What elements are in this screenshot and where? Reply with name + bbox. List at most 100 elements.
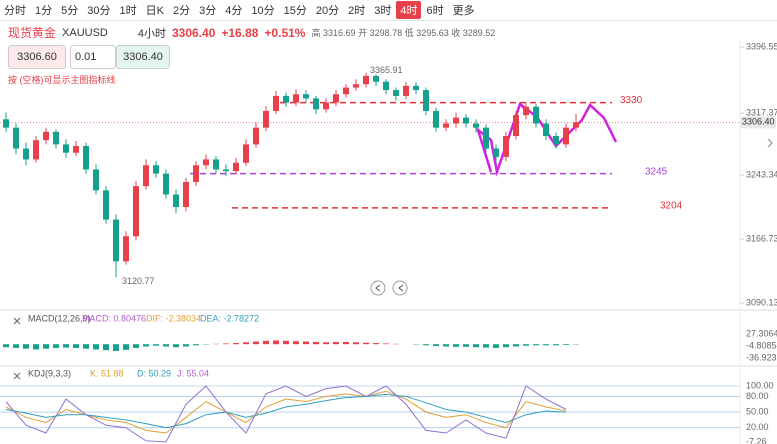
timeframe[interactable]: 1时: [119, 5, 137, 17]
macd-bar: [383, 343, 389, 345]
macd-bar: [243, 342, 249, 345]
current-price-label: 3306.40: [742, 117, 775, 127]
change: +16.88: [221, 25, 259, 40]
level-label: 3204: [660, 201, 683, 212]
timeframe[interactable]: 更多: [452, 5, 475, 17]
candle-body: [313, 98, 319, 110]
macd-bar: [233, 343, 239, 345]
macd-bar: [193, 344, 199, 346]
candle-body: [503, 136, 509, 157]
level-label: 3330: [620, 95, 643, 106]
candle-body: [253, 127, 259, 145]
qty-input[interactable]: 0.01: [70, 45, 116, 69]
symbol-code: XAUUSD: [62, 26, 108, 39]
candle-body: [403, 85, 409, 96]
bid-button[interactable]: 3306.60: [8, 45, 66, 69]
icons: [375, 284, 404, 292]
interval[interactable]: 4小时: [137, 27, 166, 40]
timeframe[interactable]: 4时: [396, 1, 422, 19]
kdj-tick-label: -7.26: [746, 436, 767, 444]
level-label: 3245: [645, 166, 668, 177]
candle-body: [393, 90, 399, 96]
price: 3306.40: [171, 25, 216, 40]
macd-bar: [153, 344, 159, 346]
candle-body: [353, 84, 359, 88]
candle-body: [413, 85, 419, 91]
ask-button[interactable]: 3306.40: [116, 45, 170, 69]
candle-body: [433, 110, 439, 128]
candle-body: [83, 146, 89, 170]
kdj-tick-label: 50.00: [746, 406, 769, 416]
timeframe[interactable]: 2时: [348, 5, 366, 17]
kdj-j: J: 55.04: [177, 368, 209, 378]
macd-bar: [3, 344, 9, 348]
close-icons[interactable]: [13, 317, 21, 380]
timeframe[interactable]: 10分: [251, 5, 275, 17]
macd-bar: [283, 340, 289, 345]
macd-bar: [253, 341, 259, 345]
candle-body: [223, 169, 229, 172]
timeframe[interactable]: 3时: [374, 5, 392, 17]
macd-bar: [53, 344, 59, 348]
candle-body: [563, 127, 569, 145]
candle-body: [183, 181, 189, 208]
macd-bar: [23, 344, 29, 349]
macd-bar: [83, 344, 89, 349]
timeframe[interactable]: 分时: [4, 5, 26, 17]
next-button[interactable]: [392, 280, 408, 296]
price-tick-label: 3396.55: [746, 41, 777, 51]
candle-body: [383, 81, 389, 91]
macd-bar: [123, 344, 129, 350]
kdj-title: KDJ(9,3,3): [28, 368, 71, 378]
macd-bar: [503, 344, 509, 348]
candle-body: [513, 115, 519, 137]
candle-body: [203, 159, 209, 166]
collapse[interactable]: [767, 138, 773, 148]
timeframe[interactable]: 30分: [87, 5, 111, 17]
low-label: 3120.77: [122, 276, 155, 286]
macd-bar: [433, 344, 439, 347]
change-pct: +0.51%: [264, 25, 306, 40]
macd-bar: [493, 344, 499, 348]
macd-bar: [103, 344, 109, 351]
candle-body: [533, 106, 539, 124]
timeframe[interactable]: 2分: [172, 5, 191, 17]
timeframe[interactable]: 6时: [426, 5, 444, 17]
macd-bar: [553, 344, 559, 346]
candle-body: [23, 148, 29, 160]
timeframe[interactable]: 3分: [199, 5, 217, 17]
macd-bar: [113, 344, 119, 351]
hint: 按 (空格)可显示主图指标线: [8, 75, 116, 85]
macd-bar: [543, 344, 549, 346]
timeframe[interactable]: 1分: [35, 5, 53, 17]
toolbar: 分时 1分 5分 30分 1时 日K 2分 3分 4分 10分 15分 20分 2时 3时 4时 6时 更多: [0, 0, 777, 21]
drawing: [475, 101, 618, 177]
timeframe[interactable]: 4分: [225, 5, 243, 17]
macd-bar: [133, 344, 139, 348]
macd-bar: [263, 340, 269, 345]
candle-body: [3, 119, 9, 128]
timeframe[interactable]: 15分: [283, 5, 307, 17]
macd-bar: [343, 341, 349, 345]
candle-body: [333, 94, 339, 103]
macd-dea: DEA: -2.78272: [200, 313, 259, 323]
macd-bar: [33, 344, 39, 350]
macd-macd: MACD: 0.80476: [82, 313, 146, 323]
symbol-name[interactable]: 现货黄金: [8, 26, 57, 40]
kdj-tick-label: 100.00: [746, 380, 774, 390]
macd-bar: [473, 344, 479, 348]
timeframe[interactable]: 5分: [61, 5, 79, 17]
macd-bar: [223, 343, 229, 345]
timeframe[interactable]: 日K: [145, 5, 164, 17]
macd-bar: [353, 342, 359, 345]
prev-button[interactable]: [370, 280, 386, 296]
macd-tick-label: -36.92353: [746, 352, 777, 362]
candle-body: [53, 131, 59, 145]
candle-body: [153, 165, 159, 174]
kdj-line: [5, 390, 567, 434]
candle-body: [263, 110, 269, 128]
timeframe[interactable]: 20分: [315, 5, 340, 17]
candle-body: [193, 165, 199, 182]
candle-body: [293, 94, 299, 103]
